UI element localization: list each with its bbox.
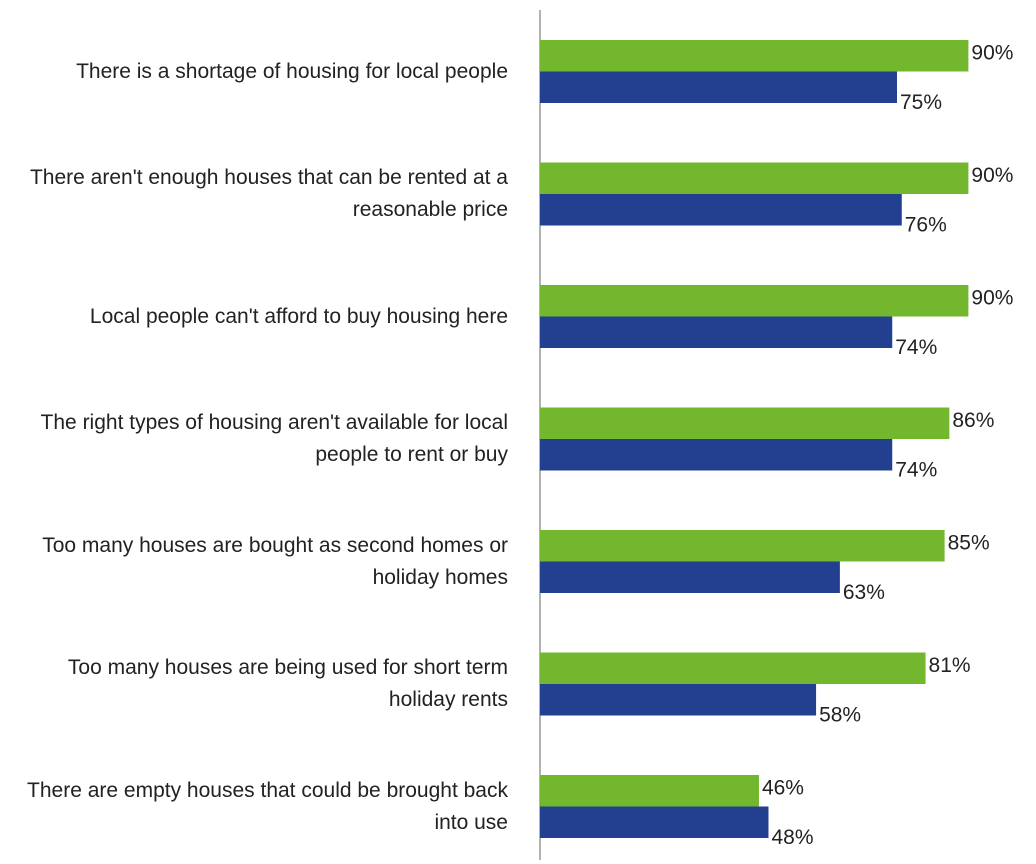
bar <box>540 684 817 716</box>
category-label: There aren't enough houses that can be r… <box>29 166 508 221</box>
category-label: There are empty houses that could be bro… <box>27 778 508 834</box>
value-label: 74% <box>895 458 937 481</box>
value-label: 81% <box>929 654 971 677</box>
value-label: 76% <box>905 213 947 236</box>
value-label: 48% <box>771 826 813 849</box>
bar <box>540 316 893 348</box>
bar <box>540 407 950 439</box>
value-label: 85% <box>948 532 990 555</box>
category-label: There is a shortage of housing for local… <box>76 59 508 83</box>
value-label: 75% <box>900 91 942 114</box>
bar <box>540 285 969 317</box>
value-label: 86% <box>952 409 994 432</box>
value-label: 90% <box>971 164 1013 187</box>
bar <box>540 530 945 562</box>
value-label: 90% <box>971 287 1013 310</box>
category-label: The right types of housing aren't availa… <box>40 411 508 466</box>
bar <box>540 162 969 194</box>
category-label: Too many houses are being used for short… <box>67 656 508 711</box>
bar <box>540 40 969 72</box>
bar <box>540 806 769 838</box>
value-label: 74% <box>895 336 937 359</box>
value-label: 63% <box>843 581 885 604</box>
bar <box>540 194 902 226</box>
bar <box>540 561 840 593</box>
bar <box>540 439 893 471</box>
bar <box>540 652 926 684</box>
category-label: Local people can't afford to buy housing… <box>89 304 508 328</box>
value-label: 58% <box>819 703 861 726</box>
value-label: 90% <box>971 42 1013 65</box>
bar <box>540 71 897 103</box>
category-label: Too many houses are bought as second hom… <box>42 533 508 589</box>
value-label: 46% <box>762 777 804 800</box>
bar <box>540 775 759 807</box>
